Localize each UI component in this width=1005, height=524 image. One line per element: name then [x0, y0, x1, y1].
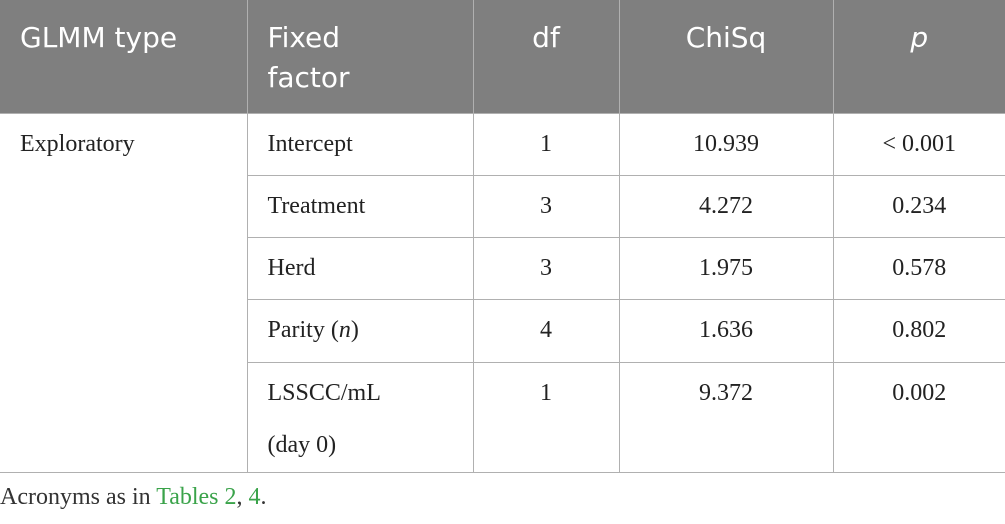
cell: 4.272: [618, 175, 834, 238]
data-table: GLMM type Fixed factor df ChiSq p Explora…: [0, 0, 1005, 473]
cell-text: n: [338, 317, 351, 343]
cell: 1.975: [618, 237, 834, 300]
cell: 9.372: [618, 362, 834, 473]
row: Herd 3 1.975 0.578: [0, 237, 1005, 300]
header-cell: ChiSq: [618, 0, 833, 114]
cell: 0.802: [832, 299, 1005, 363]
cell: 3: [472, 175, 620, 238]
header-cell: GLMM type: [0, 0, 247, 114]
cell: 0.002: [832, 362, 1005, 473]
cell-text: ): [350, 317, 359, 343]
header-text: factor: [267, 61, 350, 94]
cell: Exploratory: [0, 113, 248, 473]
row: Parity (n) 4 1.636 0.802: [0, 299, 1005, 363]
cell: < 0.001: [832, 113, 1005, 176]
table-link[interactable]: 4: [248, 484, 261, 510]
cell: Herd: [246, 237, 474, 300]
header-cell: p: [832, 0, 1005, 114]
cell: Parity (n): [246, 299, 474, 363]
cell: 10.939: [618, 113, 834, 176]
cell: 0.234: [832, 175, 1005, 238]
cell-text: (day 0): [267, 432, 337, 458]
footnote-text: .: [260, 484, 267, 510]
cell: 1: [472, 113, 620, 176]
cell: 1.636: [618, 299, 834, 363]
cell: 1: [472, 362, 620, 473]
cell-text: Parity (: [267, 317, 339, 343]
row: LSSCC/mL (day 0) 1 9.372 0.002: [0, 362, 1005, 473]
header-row: GLMM type Fixed factor df ChiSq p: [0, 0, 1005, 114]
table-link[interactable]: Tables 2: [156, 484, 237, 510]
cell: 4: [472, 299, 620, 363]
cell: 3: [472, 237, 620, 300]
cell: Treatment: [246, 175, 474, 238]
footnote-text: Acronyms as in: [0, 484, 157, 510]
cell: LSSCC/mL (day 0): [246, 362, 474, 473]
cell: Intercept: [246, 113, 474, 176]
row: Exploratory Intercept 1 10.939 < 0.001: [0, 113, 1005, 473]
cell: 0.578: [832, 237, 1005, 300]
header-cell: df: [472, 0, 619, 114]
footnote-text: ,: [236, 484, 249, 510]
footnote: Acronyms as in Tables 2, 4.: [0, 484, 267, 511]
cell-text: LSSCC/mL: [267, 380, 381, 406]
header-text: Fixed: [267, 21, 341, 54]
row: Treatment 3 4.272 0.234: [0, 175, 1005, 238]
header-cell: Fixed factor: [246, 0, 473, 114]
